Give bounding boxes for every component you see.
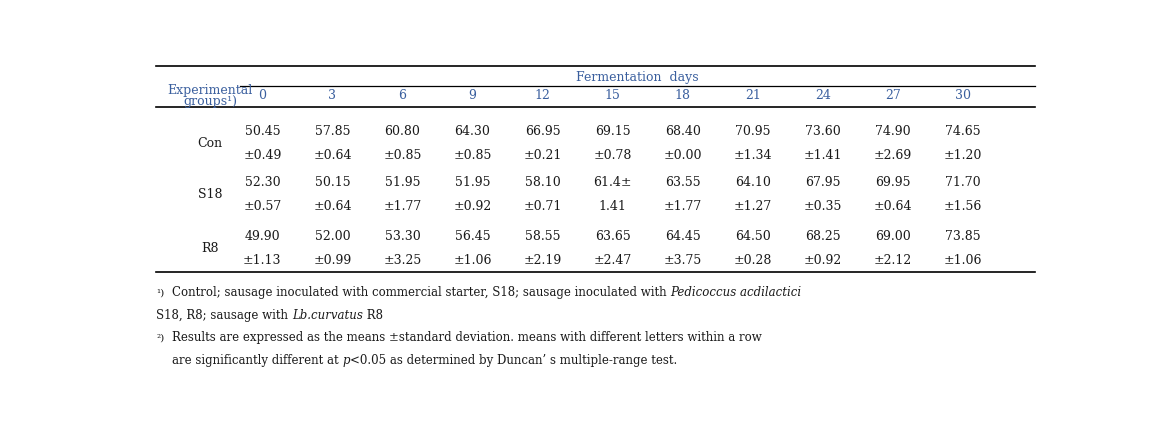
Text: <0.05 as determined by Duncan’ s multiple-range test.: <0.05 as determined by Duncan’ s multipl…	[350, 354, 677, 367]
Text: ±0.64: ±0.64	[874, 200, 912, 213]
Text: 21: 21	[745, 89, 761, 102]
Text: Experimental: Experimental	[167, 84, 252, 97]
Text: 51.95: 51.95	[454, 176, 490, 189]
Text: ±1.06: ±1.06	[453, 253, 492, 267]
Text: 74.90: 74.90	[875, 125, 911, 138]
Text: 74.65: 74.65	[945, 125, 981, 138]
Text: 12: 12	[535, 89, 551, 102]
Text: 6: 6	[399, 89, 407, 102]
Text: Control; sausage inoculated with commercial starter, S18; sausage inoculated wit: Control; sausage inoculated with commerc…	[172, 287, 670, 299]
Text: 15: 15	[604, 89, 621, 102]
Text: ±0.99: ±0.99	[314, 253, 352, 267]
Text: p: p	[343, 354, 350, 367]
Text: ±2.19: ±2.19	[523, 253, 561, 267]
Text: 3: 3	[329, 89, 336, 102]
Text: ±1.41: ±1.41	[804, 149, 842, 162]
Text: R8: R8	[363, 309, 382, 322]
Text: ±2.47: ±2.47	[594, 253, 632, 267]
Text: ±0.49: ±0.49	[243, 149, 281, 162]
Text: ¹): ¹)	[156, 288, 164, 297]
Text: 50.45: 50.45	[244, 125, 280, 138]
Text: 53.30: 53.30	[385, 230, 421, 243]
Text: groups¹): groups¹)	[184, 95, 237, 108]
Text: ±1.77: ±1.77	[664, 200, 702, 213]
Text: 63.55: 63.55	[665, 176, 701, 189]
Text: ±1.06: ±1.06	[944, 253, 982, 267]
Text: ±0.28: ±0.28	[733, 253, 772, 267]
Text: ²): ²)	[156, 333, 164, 342]
Text: ±0.21: ±0.21	[523, 149, 561, 162]
Text: 69.15: 69.15	[595, 125, 631, 138]
Text: ±0.92: ±0.92	[804, 253, 842, 267]
Text: 61.4±: 61.4±	[594, 176, 632, 189]
Text: ±3.75: ±3.75	[664, 253, 702, 267]
Text: 73.85: 73.85	[945, 230, 981, 243]
Text: Pedicoccus acdilactici: Pedicoccus acdilactici	[670, 287, 802, 299]
Text: 27: 27	[885, 89, 901, 102]
Text: Fermentation  days: Fermentation days	[576, 71, 698, 84]
Text: ±1.20: ±1.20	[944, 149, 982, 162]
Text: ±0.78: ±0.78	[594, 149, 632, 162]
Text: ±3.25: ±3.25	[383, 253, 422, 267]
Text: 24: 24	[815, 89, 831, 102]
Text: 66.95: 66.95	[525, 125, 560, 138]
Text: ±1.77: ±1.77	[383, 200, 422, 213]
Text: S18: S18	[198, 188, 222, 201]
Text: ±0.71: ±0.71	[523, 200, 561, 213]
Text: 9: 9	[468, 89, 476, 102]
Text: ±0.85: ±0.85	[453, 149, 492, 162]
Text: 51.95: 51.95	[385, 176, 421, 189]
Text: 68.40: 68.40	[665, 125, 701, 138]
Text: ±1.56: ±1.56	[944, 200, 982, 213]
Text: ±0.85: ±0.85	[383, 149, 422, 162]
Text: 69.00: 69.00	[875, 230, 911, 243]
Text: 68.25: 68.25	[805, 230, 840, 243]
Text: ±0.64: ±0.64	[313, 149, 352, 162]
Text: 70.95: 70.95	[736, 125, 770, 138]
Text: are significantly different at: are significantly different at	[172, 354, 343, 367]
Text: 64.50: 64.50	[734, 230, 770, 243]
Text: 64.45: 64.45	[665, 230, 701, 243]
Text: ±0.64: ±0.64	[313, 200, 352, 213]
Text: ±0.35: ±0.35	[804, 200, 842, 213]
Text: ±1.34: ±1.34	[733, 149, 772, 162]
Text: Results are expressed as the means ±standard deviation. means with different let: Results are expressed as the means ±stan…	[172, 331, 762, 344]
Text: 69.95: 69.95	[875, 176, 911, 189]
Text: 60.80: 60.80	[385, 125, 421, 138]
Text: 0: 0	[258, 89, 266, 102]
Text: 73.60: 73.60	[805, 125, 840, 138]
Text: Con: Con	[198, 137, 223, 150]
Text: 67.95: 67.95	[805, 176, 840, 189]
Text: 57.85: 57.85	[315, 125, 350, 138]
Text: 50.15: 50.15	[315, 176, 350, 189]
Text: 71.70: 71.70	[945, 176, 981, 189]
Text: ±0.92: ±0.92	[453, 200, 492, 213]
Text: R8: R8	[201, 242, 218, 255]
Text: 58.10: 58.10	[525, 176, 560, 189]
Text: 56.45: 56.45	[454, 230, 490, 243]
Text: 49.90: 49.90	[244, 230, 280, 243]
Text: ±2.69: ±2.69	[874, 149, 912, 162]
Text: 63.65: 63.65	[595, 230, 631, 243]
Text: Lb.curvatus: Lb.curvatus	[292, 309, 363, 322]
Text: ±1.13: ±1.13	[243, 253, 281, 267]
Text: ±1.27: ±1.27	[733, 200, 772, 213]
Text: ±2.12: ±2.12	[874, 253, 912, 267]
Text: 64.10: 64.10	[734, 176, 770, 189]
Text: 1.41: 1.41	[598, 200, 626, 213]
Text: 52.00: 52.00	[315, 230, 350, 243]
Text: 64.30: 64.30	[454, 125, 490, 138]
Text: S18, R8; sausage with: S18, R8; sausage with	[156, 309, 292, 322]
Text: 30: 30	[955, 89, 971, 102]
Text: 58.55: 58.55	[525, 230, 560, 243]
Text: 52.30: 52.30	[244, 176, 280, 189]
Text: 18: 18	[675, 89, 690, 102]
Text: ±0.57: ±0.57	[243, 200, 281, 213]
Text: ±0.00: ±0.00	[664, 149, 702, 162]
